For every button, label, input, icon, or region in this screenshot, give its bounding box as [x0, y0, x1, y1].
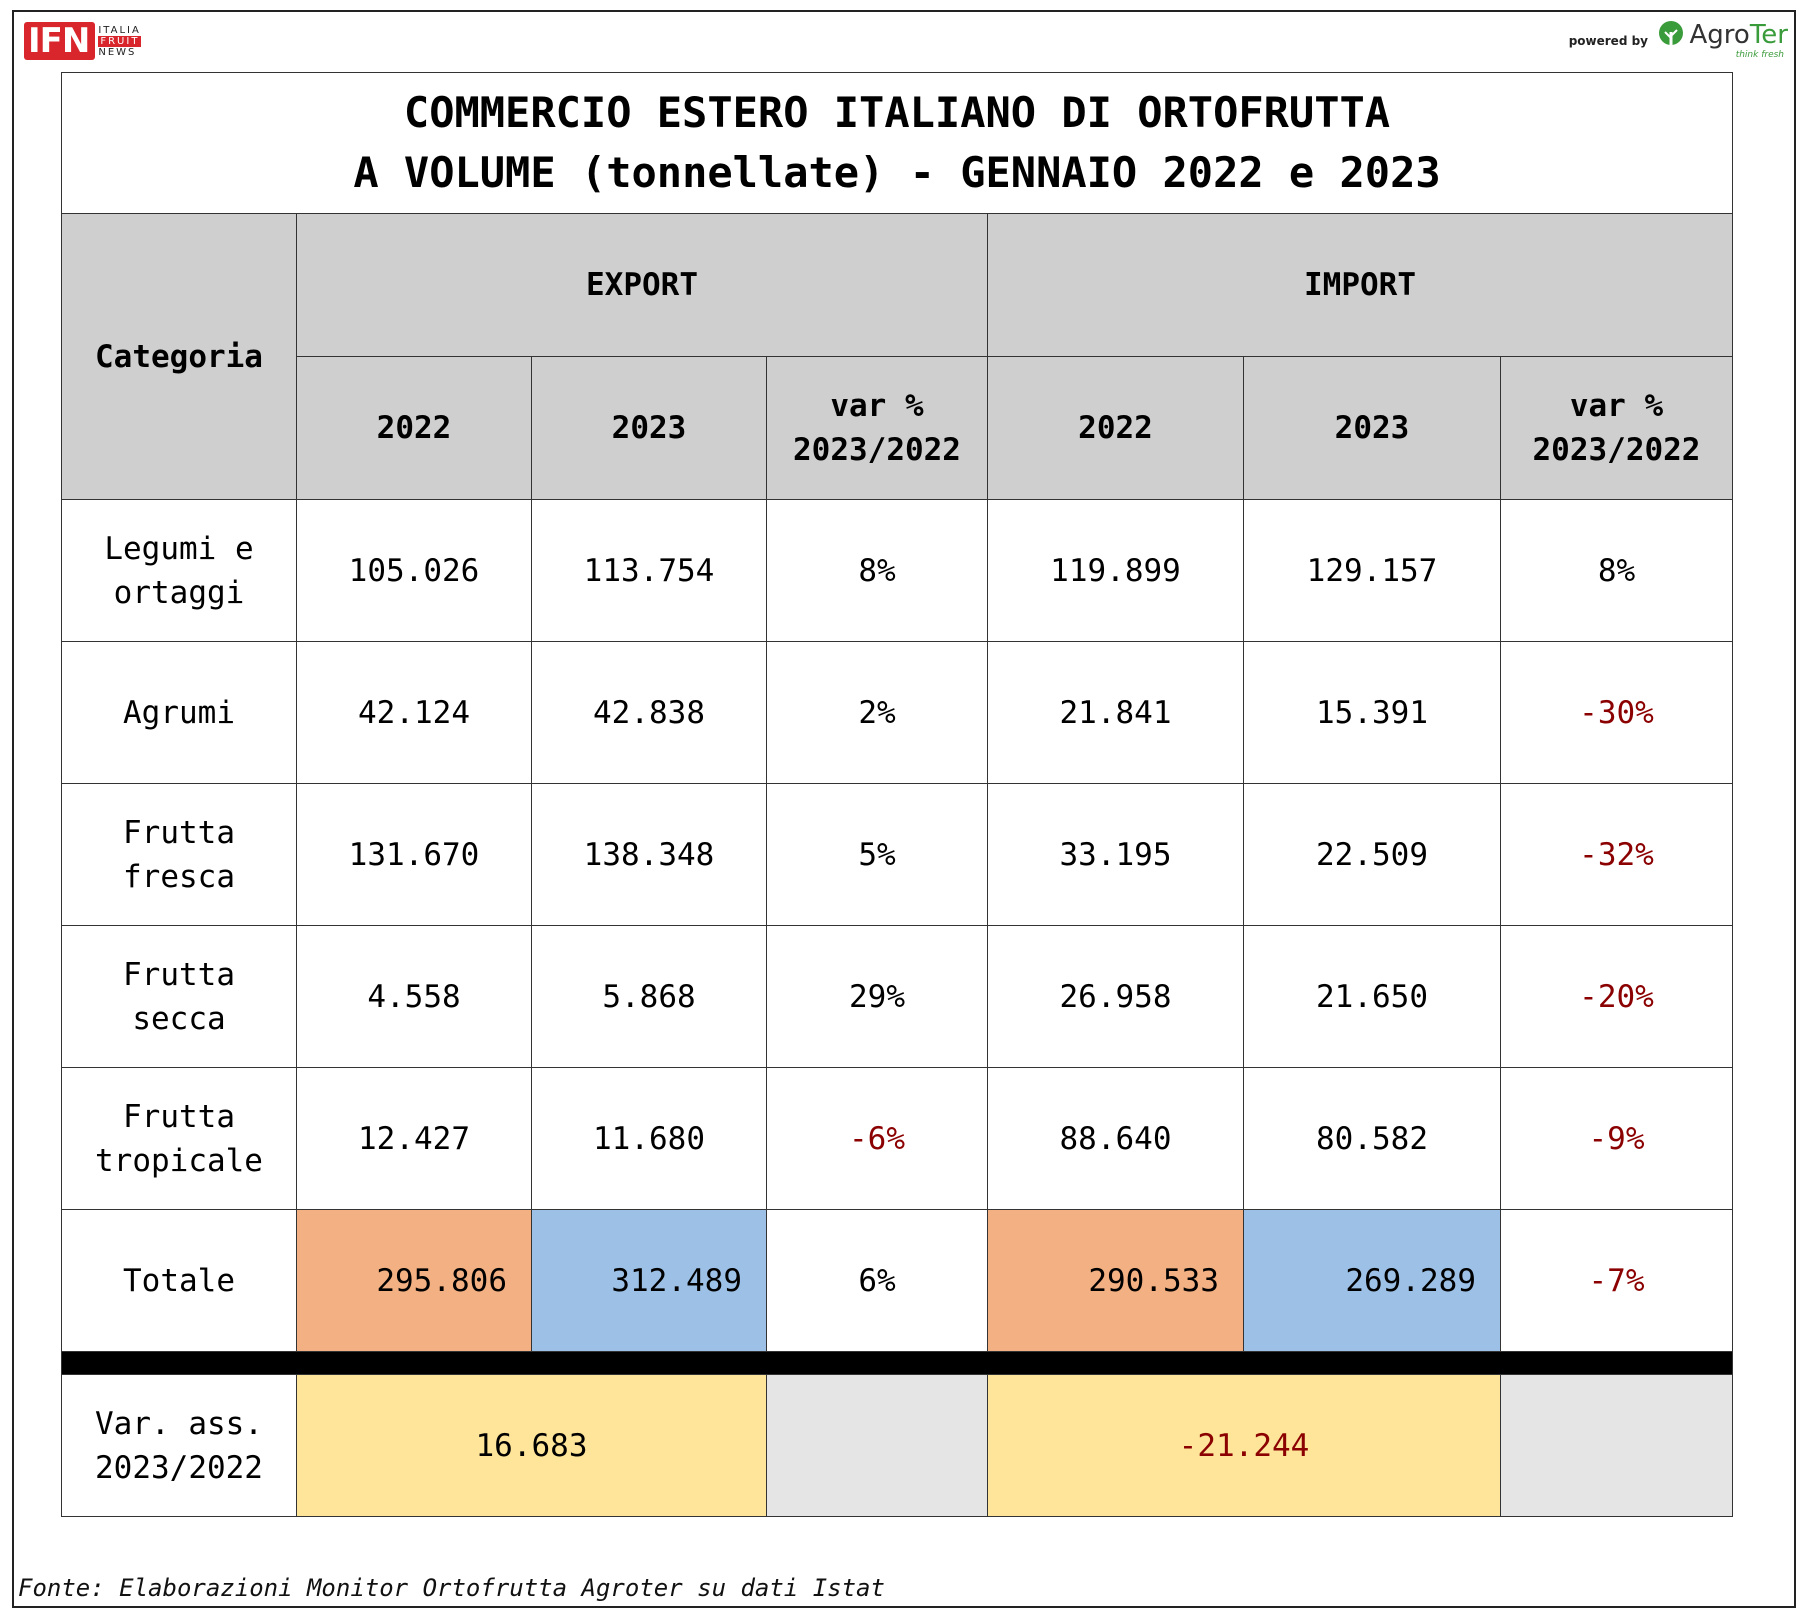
- ifn-logo-text: ITALIA FRUIT NEWS: [98, 24, 142, 58]
- import-var-cell: -9%: [1500, 1067, 1733, 1210]
- row-category-line-2: fresca: [123, 858, 235, 895]
- import-2022-cell: 88.640: [987, 1067, 1244, 1210]
- table-row: Frutta tropicale 12.427 11.680 -6% 88.640…: [61, 1067, 1733, 1210]
- export-2022-cell: 105.026: [296, 499, 532, 642]
- export-var-cell: -6%: [766, 1067, 988, 1210]
- table-row: Frutta fresca 131.670 138.348 5% 33.195 2…: [61, 783, 1733, 926]
- total-import-var: -7%: [1500, 1209, 1733, 1352]
- header-import-2023: 2023: [1243, 356, 1501, 500]
- var-ass-export-blank: [766, 1374, 988, 1517]
- row-category: Frutta secca: [61, 925, 297, 1068]
- total-import-2023: 269.289: [1243, 1209, 1501, 1352]
- row-category-line-2: tropicale: [95, 1142, 263, 1179]
- export-var-cell: 5%: [766, 783, 988, 926]
- import-2022-cell: 26.958: [987, 925, 1244, 1068]
- header-export-var: var % 2023/2022: [766, 356, 988, 500]
- header-import-var: var % 2023/2022: [1500, 356, 1733, 500]
- ifn-logo-line-1: ITALIA: [98, 24, 141, 36]
- import-2022-cell: 21.841: [987, 641, 1244, 784]
- var-ass-label: Var. ass. 2023/2022: [61, 1374, 297, 1517]
- separator-row: [61, 1351, 1733, 1375]
- header-export: EXPORT: [296, 213, 988, 357]
- var-ass-label-line-2: 2023/2022: [95, 1449, 263, 1486]
- header-import-2022: 2022: [987, 356, 1244, 500]
- row-category: Legumi e ortaggi: [61, 499, 297, 642]
- agroter-name: AgroTer: [1690, 22, 1788, 48]
- export-var-cell: 8%: [766, 499, 988, 642]
- row-category-line-1: Frutta: [123, 814, 235, 851]
- header-export-2022: 2022: [296, 356, 532, 500]
- trade-table: COMMERCIO ESTERO ITALIANO DI ORTOFRUTTA …: [61, 72, 1733, 1517]
- import-2023-cell: 80.582: [1243, 1067, 1501, 1210]
- powered-by-label: powered by: [1568, 34, 1648, 48]
- import-var-cell: -32%: [1500, 783, 1733, 926]
- table-row: Agrumi 42.124 42.838 2% 21.841 15.391 -3…: [61, 641, 1733, 784]
- import-2022-cell: 33.195: [987, 783, 1244, 926]
- import-var-cell: -30%: [1500, 641, 1733, 784]
- import-2023-cell: 15.391: [1243, 641, 1501, 784]
- export-2023-cell: 113.754: [531, 499, 767, 642]
- export-2023-cell: 42.838: [531, 641, 767, 784]
- total-export-var: 6%: [766, 1209, 988, 1352]
- table-row: Frutta secca 4.558 5.868 29% 26.958 21.65…: [61, 925, 1733, 1068]
- title-line-2: A VOLUME (tonnellate) - GENNAIO 2022 e 2…: [353, 148, 1441, 197]
- import-2022-cell: 119.899: [987, 499, 1244, 642]
- header-export-var-line-1: var %: [830, 388, 924, 424]
- header-import-var-line-2: 2023/2022: [1532, 432, 1701, 468]
- export-var-cell: 2%: [766, 641, 988, 784]
- header-category: Categoria: [61, 213, 297, 500]
- export-2023-cell: 138.348: [531, 783, 767, 926]
- import-2023-cell: 129.157: [1243, 499, 1501, 642]
- source-note: Fonte: Elaborazioni Monitor Ortofrutta A…: [18, 1574, 885, 1602]
- export-var-cell: 29%: [766, 925, 988, 1068]
- total-export-2022: 295.806: [296, 1209, 532, 1352]
- ifn-logo-line-3: NEWS: [98, 46, 137, 58]
- ifn-logo-mark: IFN: [24, 22, 96, 60]
- agroter-tagline: think fresh: [1735, 50, 1784, 60]
- agroter-logo: AgroTer think fresh: [1656, 20, 1788, 60]
- row-category-line-2: secca: [132, 1000, 226, 1037]
- export-2023-cell: 5.868: [531, 925, 767, 1068]
- export-2022-cell: 12.427: [296, 1067, 532, 1210]
- header-import: IMPORT: [987, 213, 1733, 357]
- title-line-1: COMMERCIO ESTERO ITALIANO DI ORTOFRUTTA: [403, 88, 1391, 137]
- import-2023-cell: 21.650: [1243, 925, 1501, 1068]
- import-2023-cell: 22.509: [1243, 783, 1501, 926]
- row-category: Agrumi: [61, 641, 297, 784]
- page-frame: [12, 10, 1796, 1608]
- row-category-line-1: Frutta: [123, 1098, 235, 1135]
- tree-icon: [1658, 21, 1683, 48]
- table-row: Legumi e ortaggi 105.026 113.754 8% 119.8…: [61, 499, 1733, 642]
- row-category-line-1: Legumi e: [104, 530, 254, 567]
- var-ass-import-blank: [1500, 1374, 1733, 1517]
- ifn-logo-line-2: FRUIT: [98, 35, 142, 47]
- separator-bar: [61, 1351, 1733, 1375]
- row-category-line-2: ortaggi: [113, 574, 245, 611]
- var-ass-label-line-1: Var. ass.: [95, 1405, 263, 1442]
- row-category-line-1: Agrumi: [123, 694, 235, 731]
- total-import-2022: 290.533: [987, 1209, 1244, 1352]
- agroter-name-b: Ter: [1749, 20, 1788, 50]
- export-2022-cell: 4.558: [296, 925, 532, 1068]
- total-export-2023: 312.489: [531, 1209, 767, 1352]
- total-label: Totale: [61, 1209, 297, 1352]
- table-title: COMMERCIO ESTERO ITALIANO DI ORTOFRUTTA …: [61, 72, 1733, 214]
- row-category-line-1: Frutta: [123, 956, 235, 993]
- export-2022-cell: 131.670: [296, 783, 532, 926]
- row-category: Frutta tropicale: [61, 1067, 297, 1210]
- import-var-cell: -20%: [1500, 925, 1733, 1068]
- var-ass-import: -21.244: [987, 1374, 1501, 1517]
- header-export-var-line-2: 2023/2022: [793, 432, 961, 468]
- var-ass-export: 16.683: [296, 1374, 767, 1517]
- import-var-cell: 8%: [1500, 499, 1733, 642]
- agroter-name-a: Agro: [1689, 20, 1750, 50]
- ifn-logo: IFN ITALIA FRUIT NEWS: [24, 22, 142, 60]
- var-ass-row: Var. ass. 2023/2022 16.683 -21.244: [61, 1374, 1733, 1517]
- row-category: Frutta fresca: [61, 783, 297, 926]
- total-row: Totale 295.806 312.489 6% 290.533 269.28…: [61, 1209, 1733, 1352]
- header-export-2023: 2023: [531, 356, 767, 500]
- export-2023-cell: 11.680: [531, 1067, 767, 1210]
- export-2022-cell: 42.124: [296, 641, 532, 784]
- header-import-var-line-1: var %: [1569, 388, 1664, 424]
